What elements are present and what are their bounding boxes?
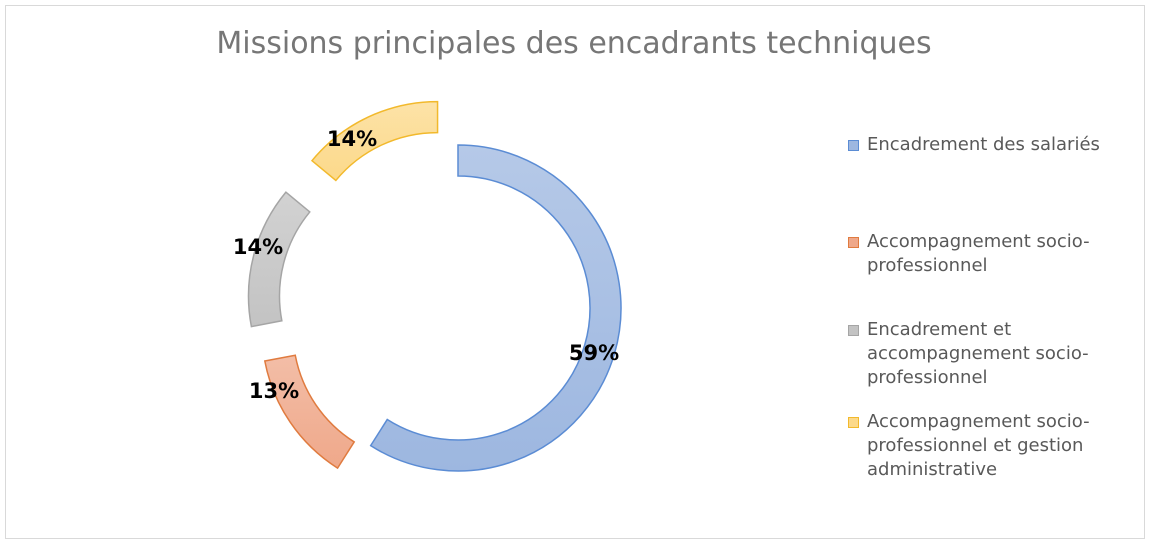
legend-swatch bbox=[848, 417, 859, 428]
slice-encadrement-salaries bbox=[369, 144, 622, 472]
legend-label: Encadrement des salariés bbox=[867, 134, 1100, 155]
legend-swatch bbox=[848, 325, 859, 336]
legend-item-accompagnement-socio-professionnel: Accompagnement socio-professionnel bbox=[848, 230, 1122, 278]
legend-item-accompagnement-gestion-administrative: Accompagnement socio-professionnel et ge… bbox=[848, 410, 1122, 482]
legend-swatch bbox=[848, 237, 859, 248]
legend-swatch bbox=[848, 140, 859, 151]
slice-encadrement-accompagnement bbox=[247, 191, 311, 328]
legend-label: Accompagnement socio-professionnel et ge… bbox=[867, 411, 1090, 480]
legend-item-encadrement-accompagnement: Encadrement et accompagnement socio-prof… bbox=[848, 318, 1122, 390]
data-label-encadrement-salaries: 59% bbox=[569, 341, 619, 365]
slice-accompagnement-gestion-administrative bbox=[310, 100, 439, 182]
data-label-accompagnement-gestion-administrative: 14% bbox=[327, 127, 377, 151]
data-label-accompagnement-socio-professionnel: 13% bbox=[249, 379, 299, 403]
legend-label: Accompagnement socio-professionnel bbox=[867, 231, 1090, 276]
chart-area bbox=[5, 5, 1145, 539]
data-label-encadrement-accompagnement: 14% bbox=[233, 235, 283, 259]
chart-title: Missions principales des encadrants tech… bbox=[216, 26, 932, 61]
slice-accompagnement-socio-professionnel bbox=[263, 354, 356, 470]
legend-label: Encadrement et accompagnement socio-prof… bbox=[867, 319, 1089, 388]
legend-item-encadrement-salaries: Encadrement des salariés bbox=[848, 133, 1122, 157]
